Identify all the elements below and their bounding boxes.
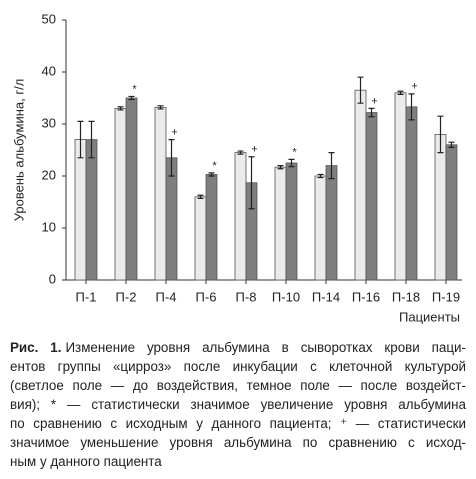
x-tick-label: П-1: [76, 289, 97, 304]
caption-text: ентов группы «цирроз» после инкубации с …: [10, 359, 466, 374]
x-tick-label: П-6: [196, 289, 217, 304]
bar: [194, 196, 207, 281]
bar: [325, 165, 338, 281]
caption-text: значимое уменьшение уровня альбумина по …: [10, 435, 466, 450]
error-bar: [357, 76, 364, 104]
bar: [154, 106, 167, 281]
error-bar: [408, 93, 415, 121]
error-bar: [328, 152, 335, 180]
caption-line: ентов группы «цирроз» после инкубации с …: [10, 357, 466, 376]
bar: [285, 162, 298, 281]
bar: [365, 112, 378, 281]
error-bar: [117, 106, 124, 111]
significance-marker: *: [292, 146, 297, 158]
error-bar: [437, 115, 444, 154]
caption-text: (светлое поле — до воздействия, темное п…: [10, 378, 466, 393]
y-tick-label: 10: [42, 219, 56, 234]
bar: [434, 133, 447, 281]
caption-line: (светлое поле — до воздействия, темное п…: [10, 376, 466, 395]
significance-marker: +: [371, 95, 377, 107]
x-axis-label: Пациенты: [399, 309, 460, 324]
y-tick-label: 30: [42, 115, 56, 130]
x-tick-label: П-18: [392, 289, 420, 304]
chart: Уровень альбумина, г/л Пациенты 0 10 20 30 4…: [11, 11, 462, 324]
x-tick-label: П-16: [352, 289, 380, 304]
error-bar: [88, 120, 95, 159]
bar: [234, 152, 247, 281]
error-bar: [248, 156, 255, 210]
y-tick-label: 20: [42, 167, 56, 182]
bar: [274, 166, 287, 281]
error-bar: [277, 165, 284, 170]
caption-line: Рис. 1. Изменение уровня альбумина в сыво…: [10, 338, 466, 357]
error-bar: [237, 150, 244, 155]
bar: [445, 144, 458, 281]
bar: [205, 174, 218, 281]
error-bar: [197, 194, 204, 199]
error-bar: [368, 107, 375, 118]
error-bar: [77, 120, 84, 159]
bar: [114, 108, 127, 281]
significance-marker: +: [251, 144, 257, 156]
bar: [125, 97, 138, 281]
y-tick-label: 0: [49, 271, 56, 286]
y-tick-label: 50: [42, 11, 56, 26]
error-bar: [317, 173, 324, 179]
y-tick-label: 40: [42, 63, 56, 78]
x-tick-label: П-10: [272, 289, 300, 304]
bar: [85, 139, 98, 281]
x-tick-label: П-4: [156, 289, 177, 304]
caption: Рис. 1. Изменение уровня альбумина в сыво…: [10, 338, 466, 471]
caption-text: вия); * — статистически значимое увеличе…: [10, 397, 466, 412]
x-tick-label: П-2: [116, 289, 137, 304]
significance-marker: +: [171, 127, 177, 139]
error-bar: [397, 90, 404, 95]
error-bar: [157, 105, 164, 110]
caption-label: Рис. 1.: [10, 340, 62, 355]
caption-line: вия); * — статистически значимое увеличе…: [10, 395, 466, 414]
bar: [74, 139, 87, 281]
error-bar: [168, 139, 175, 177]
bar: [405, 106, 418, 281]
error-bar: [448, 141, 455, 148]
bar: [354, 89, 367, 281]
error-bar: [288, 158, 295, 168]
error-bar: [208, 172, 215, 177]
significance-marker: +: [411, 81, 417, 93]
significance-marker: *: [212, 160, 217, 172]
bar: [314, 175, 327, 281]
caption-text: по сравнению с исходным у данного пациен…: [10, 416, 466, 431]
caption-text: ным у данного пациента: [10, 454, 162, 469]
caption-line: ным у данного пациента: [10, 452, 466, 471]
caption-line: по сравнению с исходным у данного пациен…: [10, 414, 466, 433]
error-bar: [128, 95, 135, 101]
x-tick-label: П-8: [236, 289, 257, 304]
bar: [394, 92, 407, 281]
caption-line: значимое уменьшение уровня альбумина по …: [10, 433, 466, 452]
x-tick-label: П-19: [432, 289, 460, 304]
caption-text: Изменение уровня альбумина в сыворотках …: [65, 340, 466, 355]
significance-marker: *: [132, 83, 137, 95]
y-axis-label: Уровень альбумина, г/л: [11, 79, 26, 222]
x-tick-label: П-14: [312, 289, 340, 304]
